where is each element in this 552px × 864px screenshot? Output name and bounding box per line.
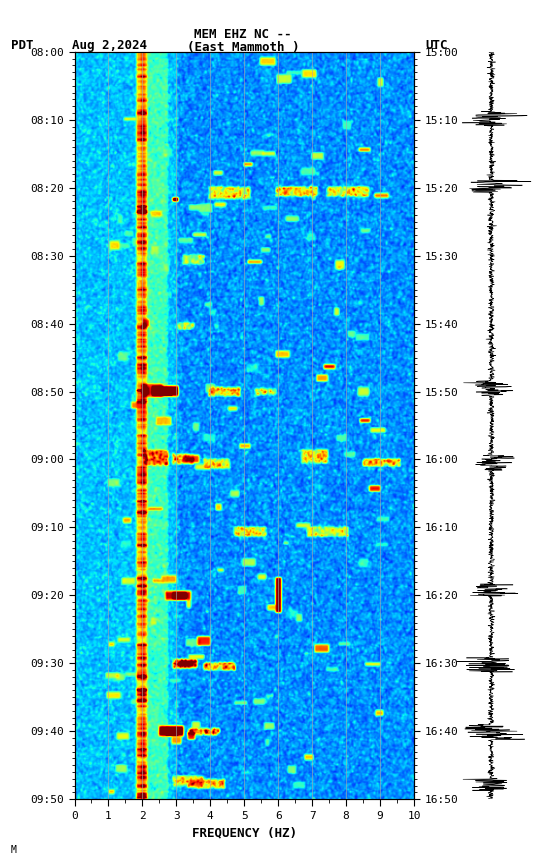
X-axis label: FREQUENCY (HZ): FREQUENCY (HZ) <box>192 827 297 840</box>
Text: UTC: UTC <box>425 39 448 52</box>
Text: PDT: PDT <box>11 39 34 52</box>
Text: M: M <box>11 845 17 855</box>
Text: (East Mammoth ): (East Mammoth ) <box>187 41 299 54</box>
Text: Aug 2,2024: Aug 2,2024 <box>72 39 147 52</box>
Text: MEM EHZ NC --: MEM EHZ NC -- <box>194 28 291 41</box>
